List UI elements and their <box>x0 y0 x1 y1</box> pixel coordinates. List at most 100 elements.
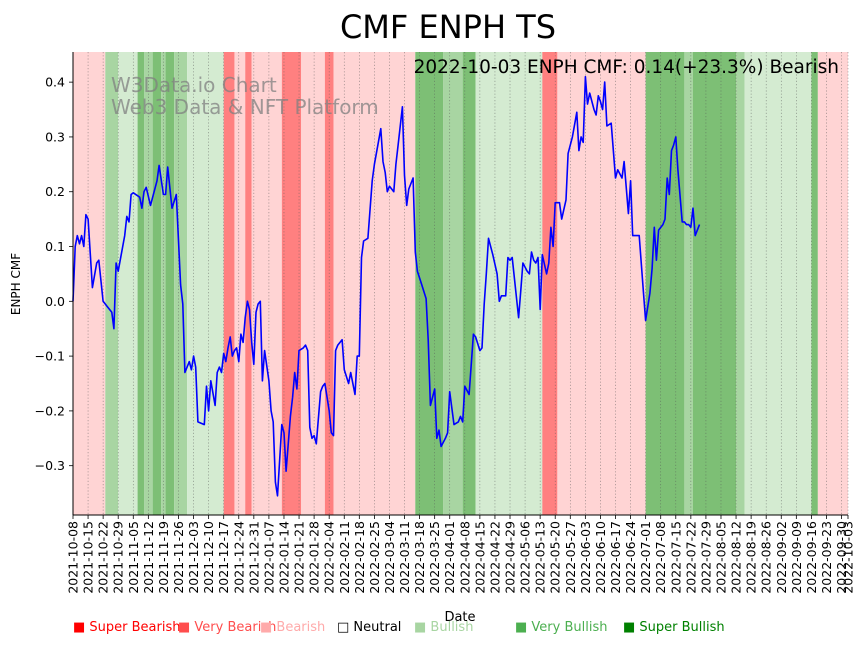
regime-band <box>415 52 444 515</box>
legend-item: □ Neutral <box>337 620 401 635</box>
legend-label: Bearish <box>276 620 326 635</box>
y-tick-label: −0.3 <box>35 458 65 473</box>
x-tick-label: 2022-01-14 <box>276 521 291 594</box>
axes <box>72 52 848 516</box>
regime-band <box>165 52 175 515</box>
regime-band <box>301 52 325 515</box>
y-axis-label: ENPH CMF <box>9 253 23 315</box>
legend-marker: ■ <box>623 620 640 635</box>
y-tick-label: −0.2 <box>35 403 65 418</box>
regime-band <box>736 52 745 515</box>
x-tick-label: 2022-09-16 <box>804 521 819 594</box>
x-tick-label: 2022-05-13 <box>533 521 548 594</box>
legend-marker: ■ <box>414 620 431 635</box>
y-tick-label: −0.1 <box>35 349 65 364</box>
legend-marker: □ <box>337 620 354 635</box>
regime-band <box>281 52 302 515</box>
x-tick-label: 2021-11-12 <box>141 521 156 594</box>
x-tick-label: 2022-07-15 <box>668 521 683 594</box>
regime-band <box>744 52 812 515</box>
regime-band <box>645 52 685 515</box>
x-tick-label: 2022-09-09 <box>789 521 804 594</box>
regime-band <box>73 52 106 515</box>
regime-band <box>251 52 282 515</box>
x-tick-label: 2022-03-11 <box>397 521 412 594</box>
regime-band <box>811 52 818 515</box>
x-tick-label: 2022-09-23 <box>819 521 834 594</box>
x-tick-label: 2022-07-29 <box>698 521 713 594</box>
legend-marker: ■ <box>515 620 532 635</box>
legend-item: ■ Bearish <box>260 620 325 635</box>
regime-band <box>684 52 693 515</box>
regime-band <box>105 52 119 515</box>
y-tick-label: 0.2 <box>45 184 65 199</box>
regime-band <box>817 52 848 515</box>
legend-label: Neutral <box>353 620 402 635</box>
regime-band <box>118 52 138 515</box>
regime-band <box>475 52 543 515</box>
x-tick-label: 2022-02-04 <box>322 521 337 594</box>
regime-band <box>187 52 224 515</box>
legend-item: ■ Super Bullish <box>623 620 725 635</box>
x-tick-label: 2022-06-03 <box>578 521 593 594</box>
y-tick-label: 0.4 <box>45 75 65 90</box>
latest-value-annotation: 2022-10-03 ENPH CMF: 0.14(+23.3%) Bearis… <box>414 57 839 78</box>
regime-band <box>462 52 476 515</box>
x-tick-label: 2021-12-31 <box>246 521 261 594</box>
x-tick-label: 2021-10-29 <box>111 521 126 594</box>
x-tick-label: 2022-08-05 <box>713 521 728 594</box>
regime-band <box>137 52 145 515</box>
x-tick-label: 2022-07-08 <box>653 521 668 594</box>
x-tick-label: 2022-08-26 <box>759 521 774 594</box>
x-tick-label: 2021-12-17 <box>216 521 231 594</box>
regime-band <box>245 52 252 515</box>
regime-bands <box>73 52 848 515</box>
x-tick-label: 2022-02-25 <box>367 521 382 594</box>
legend-label: Super Bullish <box>639 620 725 635</box>
x-axis-label: Date <box>444 610 475 625</box>
legend-item: ■ Super Bearish <box>73 620 181 635</box>
regime-band <box>542 52 558 515</box>
legend-label: Super Bearish <box>89 620 181 635</box>
x-tick-label: 2021-12-03 <box>186 521 201 594</box>
x-tick-label: 2021-10-22 <box>96 521 111 594</box>
legend-label: Very Bearish <box>194 620 277 635</box>
watermark-line-1: W3Data.io Chart <box>111 73 277 97</box>
x-tick-label: 2022-09-30 <box>834 521 849 594</box>
x-tick-label: 2022-07-01 <box>638 521 653 594</box>
x-axis-ticks: 2021-10-08 2021-10-15 2021-10-22 2021-10-29… <box>66 515 856 594</box>
x-tick-label: 2022-02-11 <box>337 521 352 594</box>
regime-band <box>152 52 162 515</box>
watermark: W3Data.io Chart Web3 Data & NFT Platform <box>111 73 379 119</box>
x-tick-label: 2021-12-24 <box>231 521 246 594</box>
legend-marker: ■ <box>260 620 277 635</box>
x-tick-label: 2022-03-18 <box>412 521 427 594</box>
y-tick-label: 0.3 <box>45 129 65 144</box>
x-tick-label: 2022-06-24 <box>623 521 638 594</box>
legend-label: Very Bullish <box>531 620 608 635</box>
x-tick-label: 2022-09-02 <box>774 521 789 594</box>
x-tick-label: 2022-01-07 <box>261 521 276 594</box>
x-tick-label: 2021-12-10 <box>201 521 216 594</box>
cmf-line <box>72 75 701 497</box>
regime-band <box>693 52 737 515</box>
y-tick-label: 0.0 <box>45 294 65 309</box>
x-tick-label: 2021-11-26 <box>171 521 186 594</box>
x-tick-label: 2022-04-29 <box>503 521 518 594</box>
x-tick-label: 2021-11-05 <box>126 521 141 594</box>
regime-band <box>234 52 246 515</box>
x-tick-label: 2022-05-20 <box>548 521 563 594</box>
regime-band <box>443 52 463 515</box>
x-tick-label: 2022-05-27 <box>563 521 578 594</box>
y-tick-label: 0.1 <box>45 239 65 254</box>
regime-band <box>557 52 646 515</box>
x-tick-label: 2021-10-15 <box>81 521 96 594</box>
x-tick-label: 2022-08-12 <box>729 521 744 594</box>
x-tick-label: 2022-04-08 <box>457 521 472 594</box>
x-tick-label: 2022-06-10 <box>593 521 608 594</box>
x-tick-label: 2022-05-06 <box>518 521 533 594</box>
legend-item: ■ Very Bearish <box>178 620 276 635</box>
x-tick-label: 2022-10-03 <box>841 521 856 594</box>
legend-item: ■ Very Bullish <box>515 620 607 635</box>
